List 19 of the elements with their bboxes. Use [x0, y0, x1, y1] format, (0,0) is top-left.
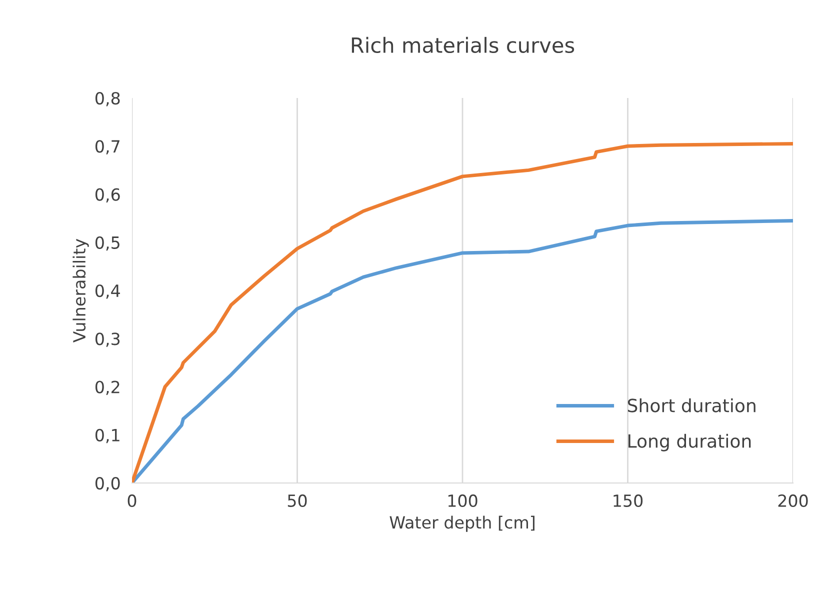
y-tick-label: 0,4	[95, 284, 120, 299]
y-tick-label: 0,1	[95, 428, 120, 444]
x-tick-label: 0	[128, 494, 136, 508]
y-axis-title: Vulnerability	[72, 238, 89, 342]
chart-title: Rich materials curves	[352, 36, 574, 54]
x-axis-title: Water depth [cm]	[390, 516, 534, 532]
y-tick-label: 0,2	[95, 380, 120, 396]
x-tick-label: 200	[778, 494, 808, 508]
y-tick-label: 0,8	[95, 92, 120, 106]
y-tick-label: 0,0	[95, 476, 120, 492]
x-tick-label: 100	[448, 494, 478, 508]
y-tick-label: 0,3	[95, 332, 120, 347]
x-tick-label: 50	[288, 494, 307, 508]
legend-label: Long duration	[628, 434, 751, 452]
y-tick-label: 0,6	[95, 188, 120, 203]
x-tick-label: 150	[614, 494, 643, 508]
legend-label: Short duration	[628, 398, 756, 412]
y-tick-label: 0,5	[95, 236, 120, 251]
y-tick-label: 0,7	[95, 140, 120, 154]
